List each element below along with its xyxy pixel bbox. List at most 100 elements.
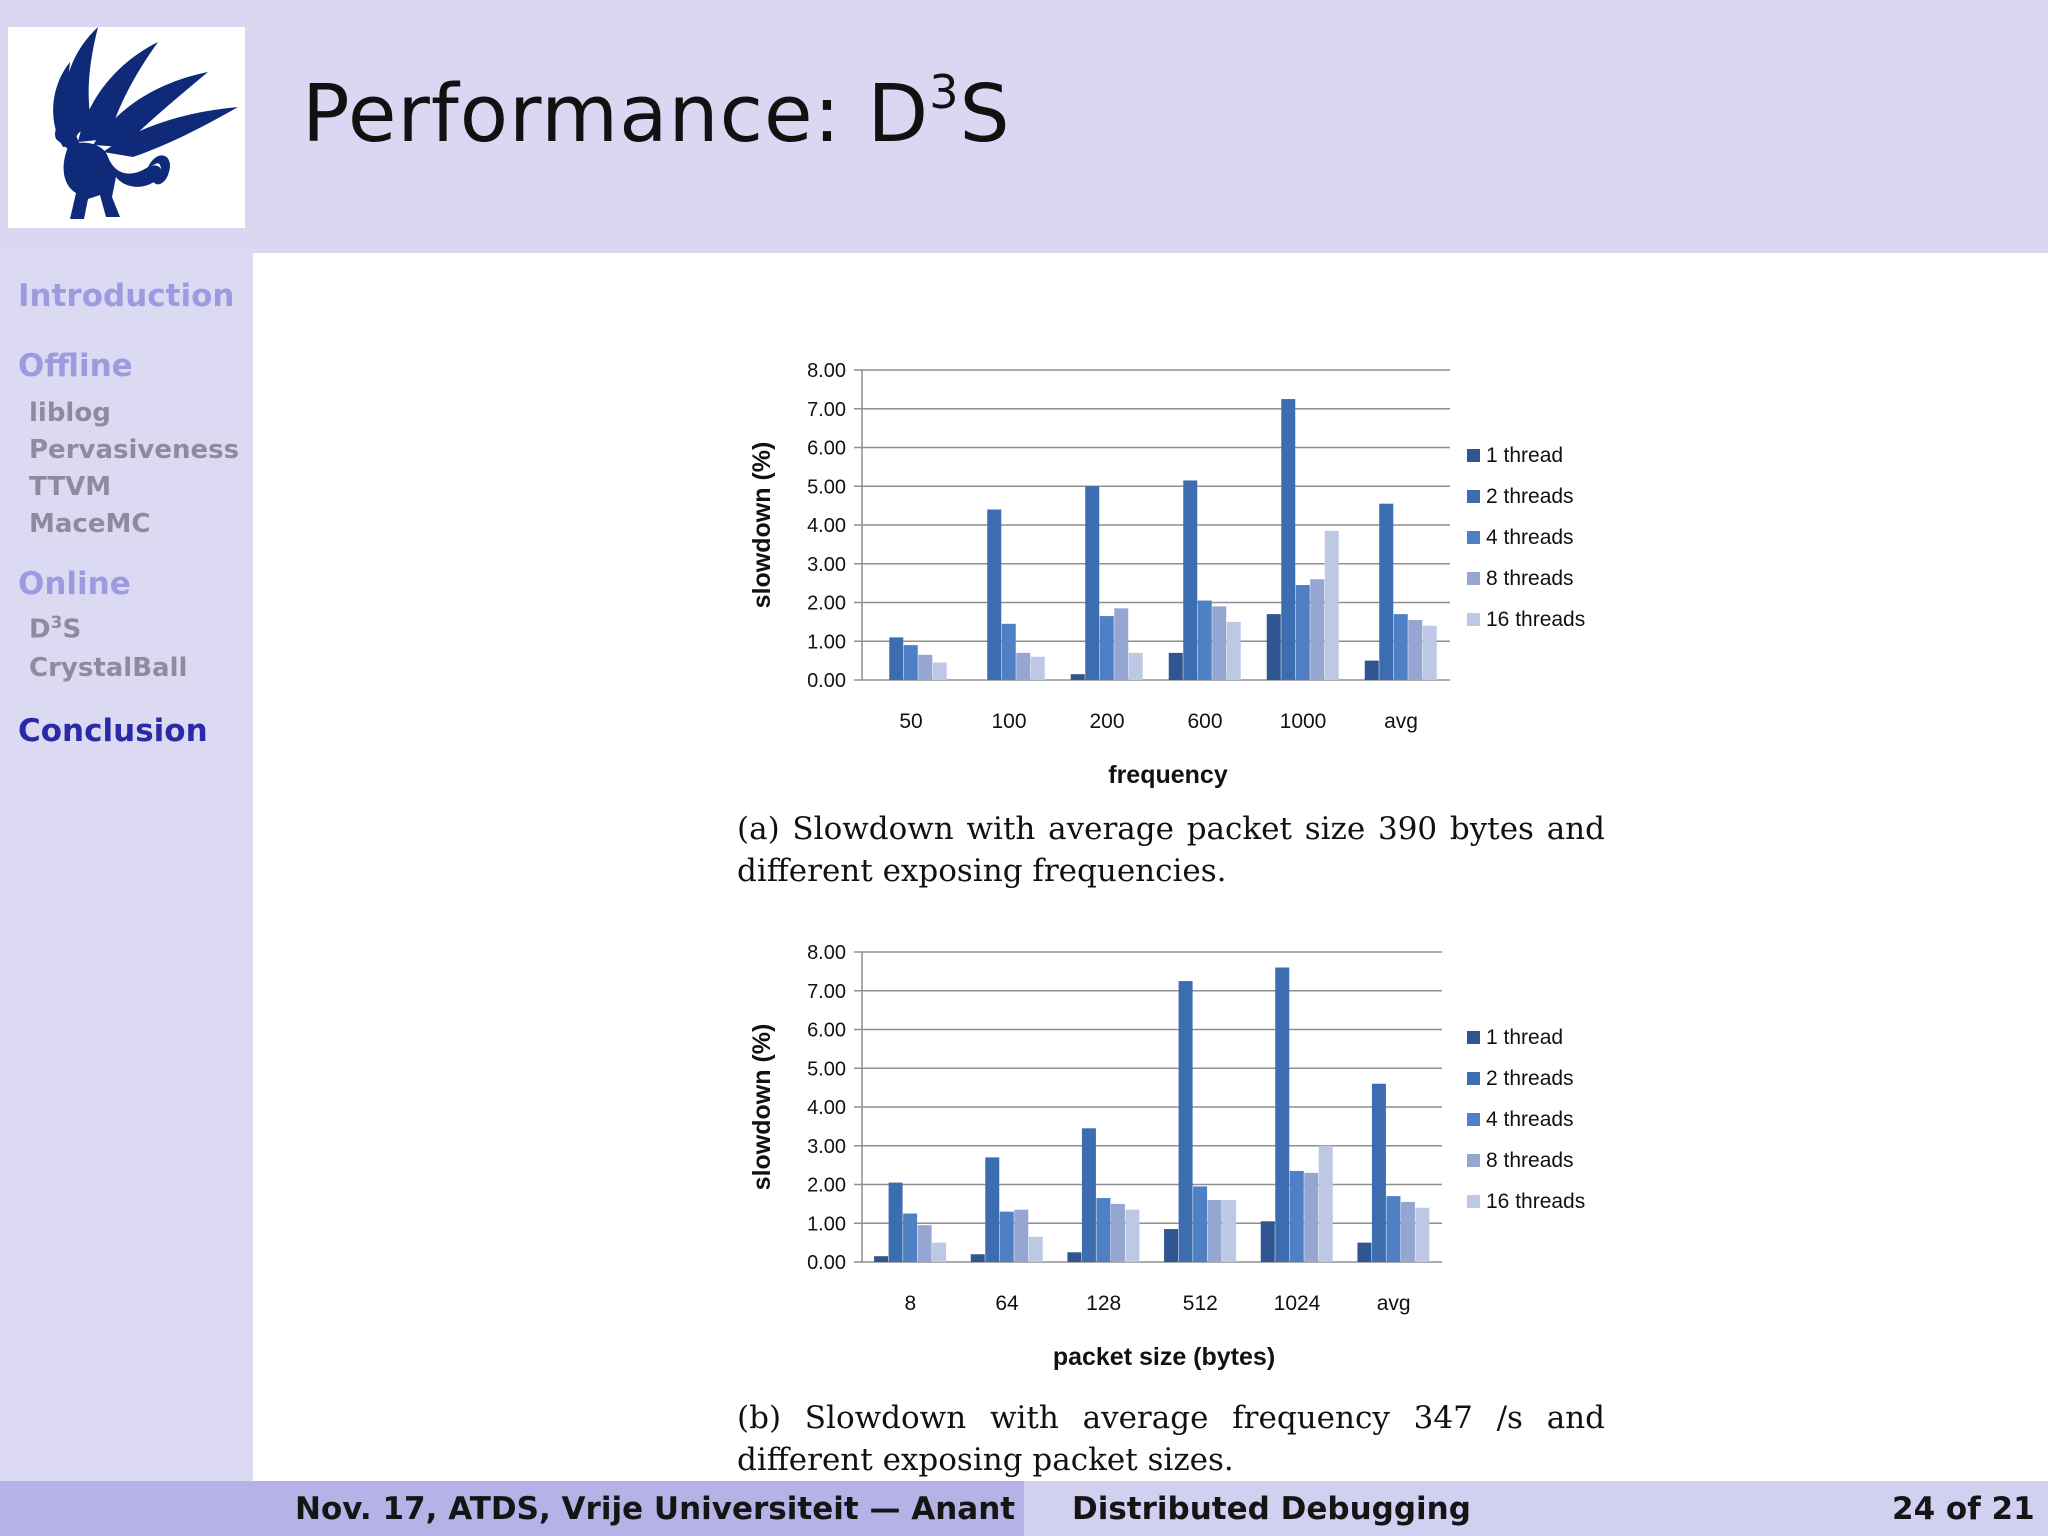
chart-a-ytick-label: 2.00 <box>807 593 846 615</box>
chart-a-bar-600-s4 <box>1212 606 1227 680</box>
chart-a-bar-1000-s5 <box>1324 530 1339 680</box>
chart-b-bar-64-s2 <box>985 1157 1000 1262</box>
caption-a: (a) Slowdown with average packet size 39… <box>737 811 1605 889</box>
chart-a-bar-50-s4 <box>918 654 933 680</box>
chart-b-ytick-label: 3.00 <box>807 1136 846 1158</box>
chart-b-ytick-label: 0.00 <box>807 1252 846 1274</box>
chart-a-legend-swatch <box>1467 449 1480 462</box>
griffin-logo-icon <box>53 27 238 219</box>
chart-b-ytick-label: 1.00 <box>807 1213 846 1235</box>
nav-section-conclusion[interactable]: Conclusion <box>18 713 208 749</box>
chart-a-legend-swatch <box>1467 531 1480 544</box>
chart-a-legend-label: 4 threads <box>1486 526 1574 549</box>
chart-b-ytick-label: 8.00 <box>807 942 846 964</box>
slide-title: Performance: D3S <box>302 64 1011 160</box>
chart-a-ytick-label: 0.00 <box>807 670 846 692</box>
chart-a-legend-label: 1 thread <box>1486 444 1563 467</box>
chart-b-bar-64-s5 <box>1028 1236 1043 1262</box>
chart-b-xtick-label: 512 <box>1183 1292 1218 1315</box>
chart-b-legend-swatch <box>1467 1195 1480 1208</box>
chart-a-legend-swatch <box>1467 613 1480 626</box>
chart-b-legend-label: 1 thread <box>1486 1026 1563 1049</box>
chart-a-bar-1000-s1 <box>1266 614 1281 680</box>
chart-a-xtick-label: 600 <box>1187 710 1222 733</box>
chart-b-legend-swatch <box>1467 1031 1480 1044</box>
chart-b-legend-label: 4 threads <box>1486 1108 1574 1131</box>
chart-b-ylabel: slowdown (%) <box>748 1024 776 1191</box>
caption-b: (b) Slowdown with average frequency 347 … <box>737 1400 1605 1478</box>
chart-a-bar-50-s2 <box>889 637 904 680</box>
nav-item-macemc[interactable]: MaceMC <box>29 509 151 539</box>
chart-a-bar-200-s1 <box>1070 674 1085 680</box>
chart-b-legend-swatch <box>1467 1113 1480 1126</box>
chart-a-bar-avg-s1 <box>1364 660 1379 680</box>
chart-a-bar-50-s3 <box>903 645 918 680</box>
chart-b-legend-swatch <box>1467 1072 1480 1085</box>
chart-b-bar-128-s1 <box>1067 1252 1082 1262</box>
university-logo <box>8 27 245 228</box>
nav-item-crystalball[interactable]: CrystalBall <box>29 653 188 683</box>
nav-item-liblog[interactable]: liblog <box>29 398 111 428</box>
chart-b-bar-avg-s3 <box>1386 1196 1401 1262</box>
chart-b-bar-1024-s2 <box>1275 967 1290 1262</box>
chart-b-bar-avg-s4 <box>1400 1201 1415 1262</box>
chart-b-bar-128-s4 <box>1110 1203 1125 1262</box>
chart-b-bar-avg-s2 <box>1371 1083 1386 1262</box>
chart-b-bar-512-s3 <box>1193 1186 1208 1262</box>
chart-a-ytick-label: 3.00 <box>807 554 846 576</box>
chart-a-bar-600-s3 <box>1197 600 1212 680</box>
chart-b-bar-64-s1 <box>970 1254 985 1262</box>
chart-a-legend-label: 16 threads <box>1486 608 1585 631</box>
chart-b-bar-avg-s1 <box>1357 1242 1372 1262</box>
chart-a-ytick-label: 5.00 <box>807 476 846 498</box>
nav-item-pervasiveness[interactable]: Pervasiveness <box>29 435 240 465</box>
footer-talk-title: Distributed Debugging <box>1072 1491 1471 1527</box>
chart-b-xtick-label: 64 <box>995 1292 1019 1315</box>
nav-item-d3s[interactable]: D3S <box>29 613 82 645</box>
nav-section-introduction[interactable]: Introduction <box>18 278 235 314</box>
chart-b-bar-1024-s4 <box>1304 1172 1319 1262</box>
chart-b-legend-label: 2 threads <box>1486 1067 1574 1090</box>
chart-a-bar-avg-s2 <box>1379 503 1394 680</box>
chart-b-ytick-label: 4.00 <box>807 1097 846 1119</box>
chart-a-xtick-label: 1000 <box>1280 710 1327 733</box>
chart-a-ytick-label: 7.00 <box>807 399 846 421</box>
chart-a-bar-200-s5 <box>1128 652 1143 680</box>
chart-a-ylabel: slowdown (%) <box>748 442 776 609</box>
chart-b-bar-8-s1 <box>874 1256 889 1262</box>
chart-a-ytick-label: 8.00 <box>807 360 846 382</box>
chart-a-bar-50-s5 <box>932 662 947 680</box>
chart-a-bar-1000-s2 <box>1281 399 1296 680</box>
nav-section-online[interactable]: Online <box>18 566 131 602</box>
chart-b-bar-512-s2 <box>1178 981 1193 1262</box>
chart-b-bar-512-s4 <box>1207 1200 1222 1262</box>
chart-a-ytick-label: 6.00 <box>807 438 846 460</box>
chart-a-xtick-label: 50 <box>899 710 922 733</box>
chart-b-legend-label: 16 threads <box>1486 1190 1585 1213</box>
chart-a-bar-avg-s5 <box>1422 625 1437 680</box>
chart-b-bar-8-s5 <box>932 1242 947 1262</box>
chart-b-legend-swatch <box>1467 1154 1480 1167</box>
chart-a-legend-label: 8 threads <box>1486 567 1574 590</box>
chart-a-xtick-label: 100 <box>991 710 1026 733</box>
chart-a-bar-100-s2 <box>987 509 1002 680</box>
chart-b-bar-1024-s1 <box>1260 1221 1275 1262</box>
chart-a-bar-200-s4 <box>1114 608 1129 680</box>
chart-a-bar-200-s2 <box>1085 486 1100 680</box>
sidebar-navigation: Introduction Offline liblog Pervasivenes… <box>0 253 253 1481</box>
footer-author-info: Nov. 17, ATDS, Vrije Universiteit — Anan… <box>295 1491 1016 1527</box>
chart-a-bar-avg-s4 <box>1408 619 1423 680</box>
chart-a-legend-swatch <box>1467 572 1480 585</box>
chart-b-bar-128-s2 <box>1081 1128 1096 1262</box>
chart-b-bar-1024-s5 <box>1318 1145 1333 1262</box>
chart-a-bar-600-s1 <box>1168 652 1183 680</box>
nav-section-offline[interactable]: Offline <box>18 348 133 384</box>
chart-frequency-slowdown: 0.00 1.00 2.00 3.00 4.00 5.00 6.00 7.00 8.00 50 10… <box>748 360 1585 789</box>
chart-a-bar-100-s5 <box>1030 656 1045 680</box>
chart-b-bar-64-s4 <box>1014 1209 1029 1262</box>
chart-b-bar-128-s5 <box>1125 1209 1140 1262</box>
chart-b-bar-8-s4 <box>917 1225 932 1262</box>
chart-a-bar-100-s3 <box>1001 623 1016 680</box>
nav-item-ttvm[interactable]: TTVM <box>29 472 112 502</box>
chart-b-ytick-label: 6.00 <box>807 1020 846 1042</box>
